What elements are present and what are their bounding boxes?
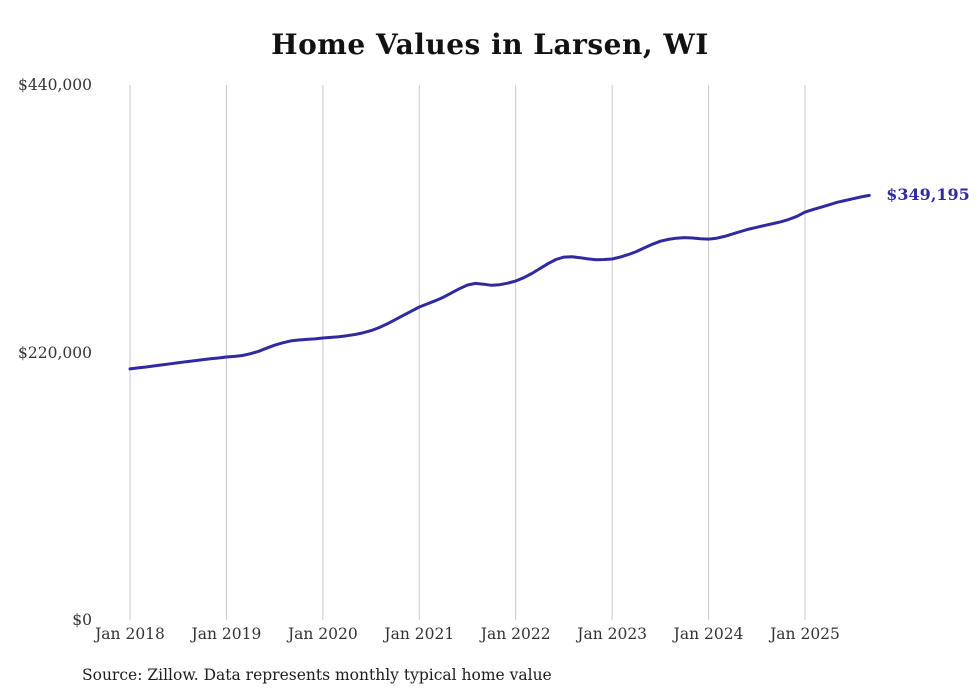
x-tick-label: Jan 2024	[673, 625, 744, 643]
home-value-line	[128, 193, 871, 371]
gridlines-group	[129, 85, 806, 620]
x-tick-label: Jan 2018	[95, 625, 165, 643]
chart-title: Home Values in Larsen, WI	[271, 28, 709, 61]
y-tick-label: $0	[72, 611, 92, 629]
x-tick-label: Jan 2022	[480, 625, 551, 643]
x-tick-label: Jan 2021	[384, 625, 455, 643]
x-tick-label: Jan 2023	[577, 625, 648, 643]
source-note: Source: Zillow. Data represents monthly …	[82, 666, 552, 684]
x-tick-label: Jan 2019	[191, 625, 262, 643]
y-tick-label: $440,000	[18, 76, 92, 94]
y-tick-label: $220,000	[18, 343, 92, 362]
x-tick-label: Jan 2020	[287, 625, 358, 643]
x-tick-label: Jan 2025	[770, 625, 840, 643]
last-value-label: $349,195	[886, 185, 970, 205]
